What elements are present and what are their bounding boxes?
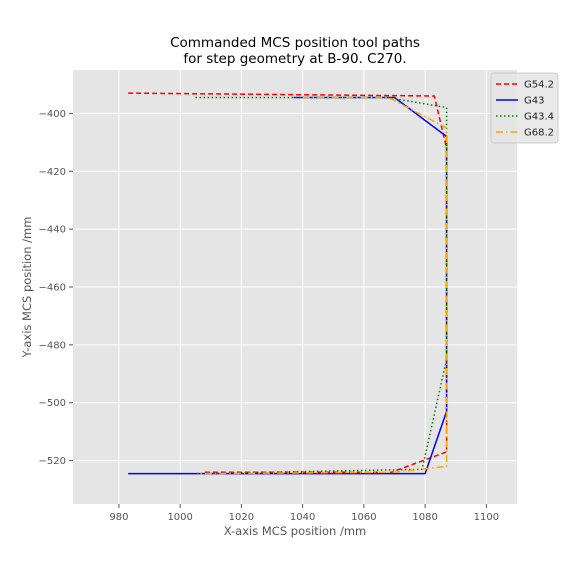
x-tick-label: 1020 — [229, 512, 254, 523]
legend: G54.2 G43 G43.4 G68.2 — [490, 72, 559, 144]
legend-box — [490, 72, 559, 144]
chart-title-line-1: Commanded MCS position tool paths — [170, 35, 420, 51]
y-tick-label: −420 — [39, 167, 66, 178]
series-layer — [128, 92, 448, 475]
legend-label: G54.2 — [524, 80, 554, 91]
y-tick-label: −520 — [39, 456, 66, 467]
legend-label: G43 — [524, 96, 544, 107]
x-tick-label: 1040 — [290, 512, 315, 523]
x-tick-label: 1060 — [351, 512, 376, 523]
series-line-g68-2 — [198, 96, 448, 475]
y-tick-label: −480 — [39, 340, 66, 351]
y-axis-ticks: −400 −420 −440 −460 −480 −500 −520 — [39, 109, 73, 467]
x-axis-ticks: 980 1000 1020 1040 1060 1080 1100 — [109, 504, 499, 523]
x-tick-label: 1080 — [412, 512, 437, 523]
x-tick-label: 1000 — [167, 512, 192, 523]
y-tick-label: −400 — [39, 109, 66, 120]
chart-title-line-2: for step geometry at B-90. C270. — [183, 51, 406, 67]
x-tick-label: 1100 — [474, 512, 499, 523]
x-axis-label: X-axis MCS position /mm — [224, 524, 367, 538]
grid — [73, 70, 517, 504]
legend-label: G68.2 — [524, 128, 554, 139]
y-tick-label: −440 — [39, 225, 66, 236]
legend-label: G43.4 — [524, 112, 554, 123]
y-axis-label: Y-axis MCS position /mm — [20, 217, 34, 359]
x-tick-label: 980 — [109, 512, 128, 523]
y-tick-label: −500 — [39, 398, 66, 409]
y-tick-label: −460 — [39, 283, 66, 294]
